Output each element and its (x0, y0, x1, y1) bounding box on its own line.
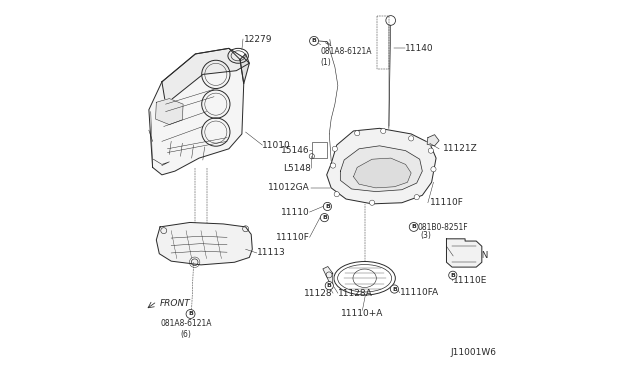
Polygon shape (156, 99, 183, 125)
Circle shape (369, 200, 374, 205)
Text: B: B (412, 224, 416, 230)
Text: 11128A: 11128A (338, 289, 372, 298)
Circle shape (428, 148, 433, 153)
Text: (6): (6) (180, 330, 191, 339)
Text: 11110+A: 11110+A (341, 309, 383, 318)
Text: B: B (325, 204, 330, 209)
Text: 11140: 11140 (405, 44, 433, 53)
Circle shape (381, 128, 386, 134)
Circle shape (449, 271, 457, 279)
Text: B: B (392, 286, 397, 292)
Polygon shape (149, 48, 244, 175)
Circle shape (325, 282, 333, 290)
Polygon shape (156, 222, 252, 265)
Text: 11128: 11128 (305, 289, 333, 298)
Text: 11110: 11110 (281, 208, 310, 217)
Text: 11110FA: 11110FA (399, 288, 439, 297)
Text: B: B (188, 311, 193, 317)
Text: 081A8-6121A: 081A8-6121A (161, 319, 212, 328)
Text: B: B (327, 283, 332, 288)
Polygon shape (447, 239, 482, 267)
Text: 11010: 11010 (262, 141, 291, 150)
Circle shape (431, 167, 436, 172)
Text: 11012GA: 11012GA (268, 183, 310, 192)
Text: 11110F: 11110F (276, 233, 310, 242)
Text: L5148: L5148 (284, 164, 312, 173)
Polygon shape (340, 146, 422, 192)
Text: B: B (451, 273, 455, 278)
Circle shape (334, 192, 339, 197)
Circle shape (186, 310, 195, 318)
Polygon shape (240, 54, 250, 84)
Circle shape (414, 195, 419, 200)
Text: 11251N: 11251N (454, 251, 490, 260)
Circle shape (323, 202, 332, 211)
Circle shape (310, 36, 319, 45)
Text: B: B (322, 215, 327, 220)
Text: 11110E: 11110E (453, 276, 488, 285)
Text: 15146: 15146 (281, 146, 310, 155)
Text: 12279: 12279 (244, 35, 272, 44)
Text: 11121Z: 11121Z (443, 144, 477, 153)
Circle shape (408, 136, 413, 141)
Text: J11001W6: J11001W6 (451, 348, 497, 357)
Polygon shape (323, 266, 333, 284)
Polygon shape (162, 48, 250, 104)
Text: 081B0-8251F: 081B0-8251F (417, 223, 468, 232)
Circle shape (321, 214, 328, 222)
Circle shape (330, 163, 335, 168)
Circle shape (332, 146, 337, 151)
Text: 081A8-6121A: 081A8-6121A (321, 46, 372, 55)
Text: (1): (1) (321, 58, 332, 67)
Text: B: B (312, 38, 317, 44)
Text: FRONT: FRONT (159, 299, 190, 308)
Text: 11113: 11113 (257, 248, 285, 257)
Circle shape (355, 131, 360, 136)
Circle shape (410, 222, 418, 231)
Circle shape (390, 285, 399, 293)
Polygon shape (326, 128, 436, 204)
Text: (3): (3) (421, 231, 432, 240)
Polygon shape (427, 135, 439, 146)
Polygon shape (353, 158, 411, 188)
Bar (312, 142, 326, 158)
Text: 11110F: 11110F (429, 198, 463, 207)
